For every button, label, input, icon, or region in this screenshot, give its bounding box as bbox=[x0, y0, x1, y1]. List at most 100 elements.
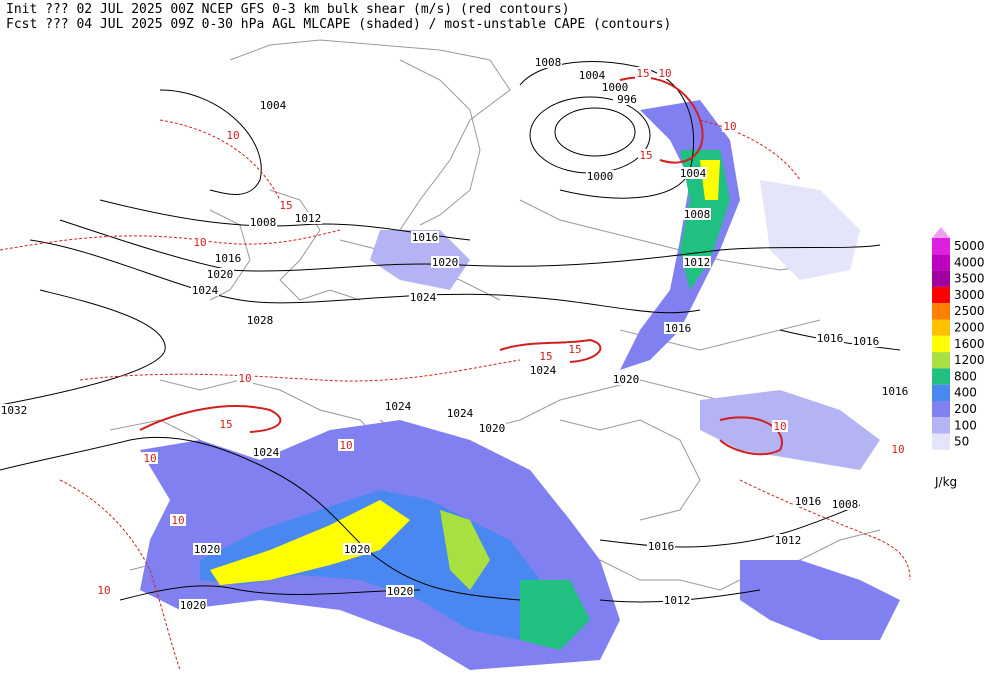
colorbar-label: 2000 bbox=[954, 321, 985, 335]
isobar-label-bg bbox=[664, 322, 692, 334]
isobar-label: 1020 bbox=[180, 599, 207, 612]
shear-label-bg bbox=[638, 149, 654, 161]
isobar-label: 996 bbox=[617, 93, 637, 106]
isobar-label: 1016 bbox=[817, 332, 844, 345]
isobar-label: 1024 bbox=[410, 291, 437, 304]
isobar-label-bg bbox=[831, 498, 859, 510]
isobar-label-bg bbox=[249, 216, 277, 228]
isobar-label-bg bbox=[214, 252, 242, 264]
colorbar-box bbox=[932, 270, 950, 287]
isobar-label-bg bbox=[259, 99, 287, 111]
isobar-label: 1004 bbox=[680, 167, 707, 180]
isobar-label: 1016 bbox=[665, 322, 692, 335]
isobar-label-bg bbox=[578, 69, 606, 81]
isobar-label-bg bbox=[431, 256, 459, 268]
isobar-label: 1024 bbox=[192, 284, 219, 297]
shear-label: 10 bbox=[97, 584, 110, 597]
colorbar-label: 3000 bbox=[954, 288, 985, 302]
isobar-label: 1012 bbox=[295, 212, 322, 225]
isobar-label-bg bbox=[343, 543, 371, 555]
isobar-label-bg bbox=[774, 534, 802, 546]
isobar-label-bg bbox=[679, 167, 707, 179]
isobar-label: 1000 bbox=[587, 170, 614, 183]
isobar-label-bg bbox=[852, 335, 880, 347]
colorbar-label: 1600 bbox=[954, 337, 985, 351]
colorbar-label: 800 bbox=[954, 369, 977, 383]
header-line: Init ??? 02 JUL 2025 00Z NCEP GFS 0-3 km… bbox=[6, 2, 570, 17]
colorbar-label: 50 bbox=[954, 435, 969, 449]
isobar-label: 1016 bbox=[648, 540, 675, 553]
isobar-label: 1020 bbox=[432, 256, 459, 269]
isobar-label-bg bbox=[193, 543, 221, 555]
shear-label: 10 bbox=[658, 67, 671, 80]
isobar-label-bg bbox=[816, 332, 844, 344]
isobar-label-bg bbox=[601, 81, 629, 93]
shear-label: 10 bbox=[193, 236, 206, 249]
isobar-label: 1020 bbox=[207, 268, 234, 281]
colorbar-overflow bbox=[932, 227, 950, 238]
colorbar-label: 400 bbox=[954, 386, 977, 400]
colorbar-box bbox=[932, 319, 950, 336]
isobar-label: 1004 bbox=[260, 99, 287, 112]
isobar-label: 1024 bbox=[530, 364, 557, 377]
isobar-label: 1016 bbox=[215, 252, 242, 265]
isobar-label: 1020 bbox=[479, 422, 506, 435]
isobar-label-bg bbox=[206, 268, 234, 280]
shear-label: 10 bbox=[226, 129, 239, 142]
isobar-label-bg bbox=[534, 56, 562, 68]
isobar-label-bg bbox=[411, 231, 439, 243]
shear-label: 10 bbox=[339, 439, 352, 452]
isobar-label: 1016 bbox=[882, 385, 909, 398]
shear-label-bg bbox=[237, 372, 253, 384]
shear-label-bg bbox=[722, 120, 738, 132]
isobar-label: 1004 bbox=[579, 69, 606, 82]
isobar-label: 1012 bbox=[664, 594, 691, 607]
header-line: Fcst ??? 04 JUL 2025 09Z 0-30 hPa AGL ML… bbox=[6, 17, 671, 32]
colorbar-box bbox=[932, 238, 950, 255]
isobar-label: 1020 bbox=[194, 543, 221, 556]
isobar-label: 1012 bbox=[684, 256, 711, 269]
isobar-label: 1016 bbox=[853, 335, 880, 348]
colorbar-box bbox=[932, 254, 950, 271]
shear-label-bg bbox=[192, 236, 208, 248]
shear-label-bg bbox=[142, 452, 158, 464]
isobar-label-bg bbox=[613, 93, 641, 105]
colorbar-box bbox=[932, 401, 950, 418]
shear-label-bg bbox=[218, 418, 234, 430]
shear-label-bg bbox=[170, 514, 186, 526]
isobar-label: 1000 bbox=[602, 81, 629, 94]
shear-label-bg bbox=[338, 439, 354, 451]
isobar-label-bg bbox=[179, 599, 207, 611]
isobar-label-bg bbox=[663, 594, 691, 606]
shear-label-bg bbox=[890, 443, 906, 455]
isobar-label-bg bbox=[683, 256, 711, 268]
cape-shading bbox=[140, 100, 900, 670]
shear-label-bg bbox=[96, 584, 112, 596]
isobar-label-bg bbox=[586, 170, 614, 182]
isobar-label-bg bbox=[612, 373, 640, 385]
colorbar-box bbox=[932, 286, 950, 304]
colorbar-label: 3500 bbox=[954, 272, 985, 286]
shear-label: 15 bbox=[219, 418, 232, 431]
isobar-label-bg bbox=[446, 407, 474, 419]
colorbar-label: 4000 bbox=[954, 255, 985, 269]
colorbar-label: 2500 bbox=[954, 304, 985, 318]
isobar-label-bg bbox=[683, 208, 711, 220]
isobar-label-bg bbox=[191, 284, 219, 296]
isobar-label-bg bbox=[246, 314, 274, 326]
shear-label: 10 bbox=[143, 452, 156, 465]
isobar-label: 1020 bbox=[387, 585, 414, 598]
isobar-label: 1024 bbox=[447, 407, 474, 420]
colorbar-label: 100 bbox=[954, 418, 977, 432]
shear-label-bg bbox=[657, 67, 673, 79]
isobar-label-bg bbox=[529, 364, 557, 376]
isobar-label-bg bbox=[384, 400, 412, 412]
isobar-label-bg bbox=[0, 404, 28, 416]
colorbar-label: 1200 bbox=[954, 353, 985, 367]
shear-label-bg bbox=[225, 129, 241, 141]
shear-labels: 10 15 10 10 15 10 15 15 10 10 10 10 15 10 15 10 10 bbox=[96, 67, 906, 597]
isobar-label-bg bbox=[478, 422, 506, 434]
shear-label: 15 bbox=[568, 343, 581, 356]
